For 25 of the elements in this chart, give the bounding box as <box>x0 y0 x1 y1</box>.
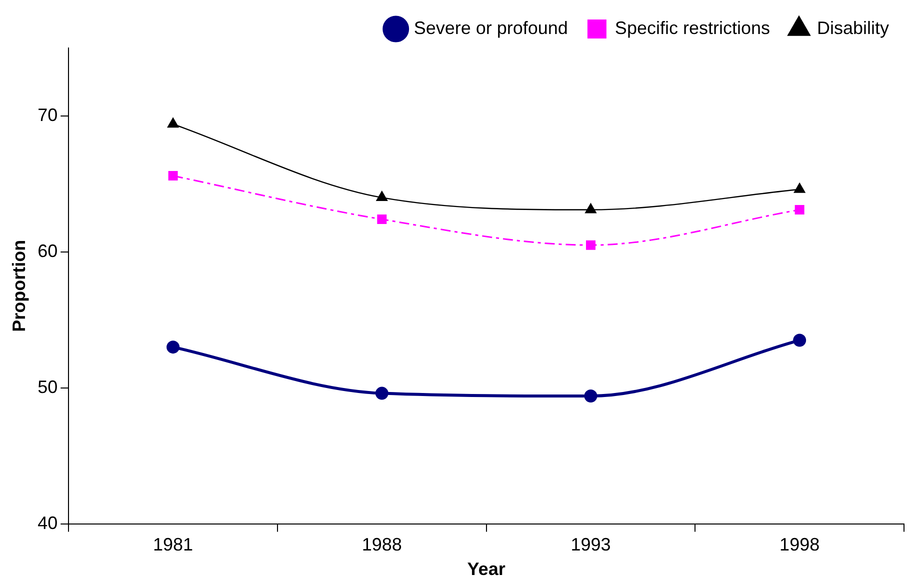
y-tick-label: 70 <box>38 104 58 125</box>
point <box>584 390 598 403</box>
legend-label: Severe or profound <box>414 18 568 38</box>
point <box>376 191 388 202</box>
y-tick-label: 50 <box>38 376 58 397</box>
point <box>585 203 596 214</box>
point <box>375 386 388 400</box>
y-tick-label: 60 <box>38 240 58 261</box>
x-tick-label: 1981 <box>153 534 194 555</box>
point <box>586 240 596 250</box>
x-tick-label: 1998 <box>780 534 820 555</box>
legend-label: Specific restrictions <box>614 18 770 38</box>
y-axis-title: Proportion <box>8 240 29 332</box>
y-tick-label: 40 <box>38 512 58 533</box>
point <box>167 118 179 128</box>
point <box>794 205 804 215</box>
point <box>168 171 178 181</box>
x-tick-label: 1988 <box>362 534 402 555</box>
point <box>793 334 806 347</box>
point <box>794 182 806 193</box>
point <box>166 340 180 354</box>
point <box>377 214 387 224</box>
x-axis-title: Year <box>467 559 506 580</box>
x-tick-label: 1993 <box>570 534 611 555</box>
legend-label: Disability <box>816 18 890 38</box>
